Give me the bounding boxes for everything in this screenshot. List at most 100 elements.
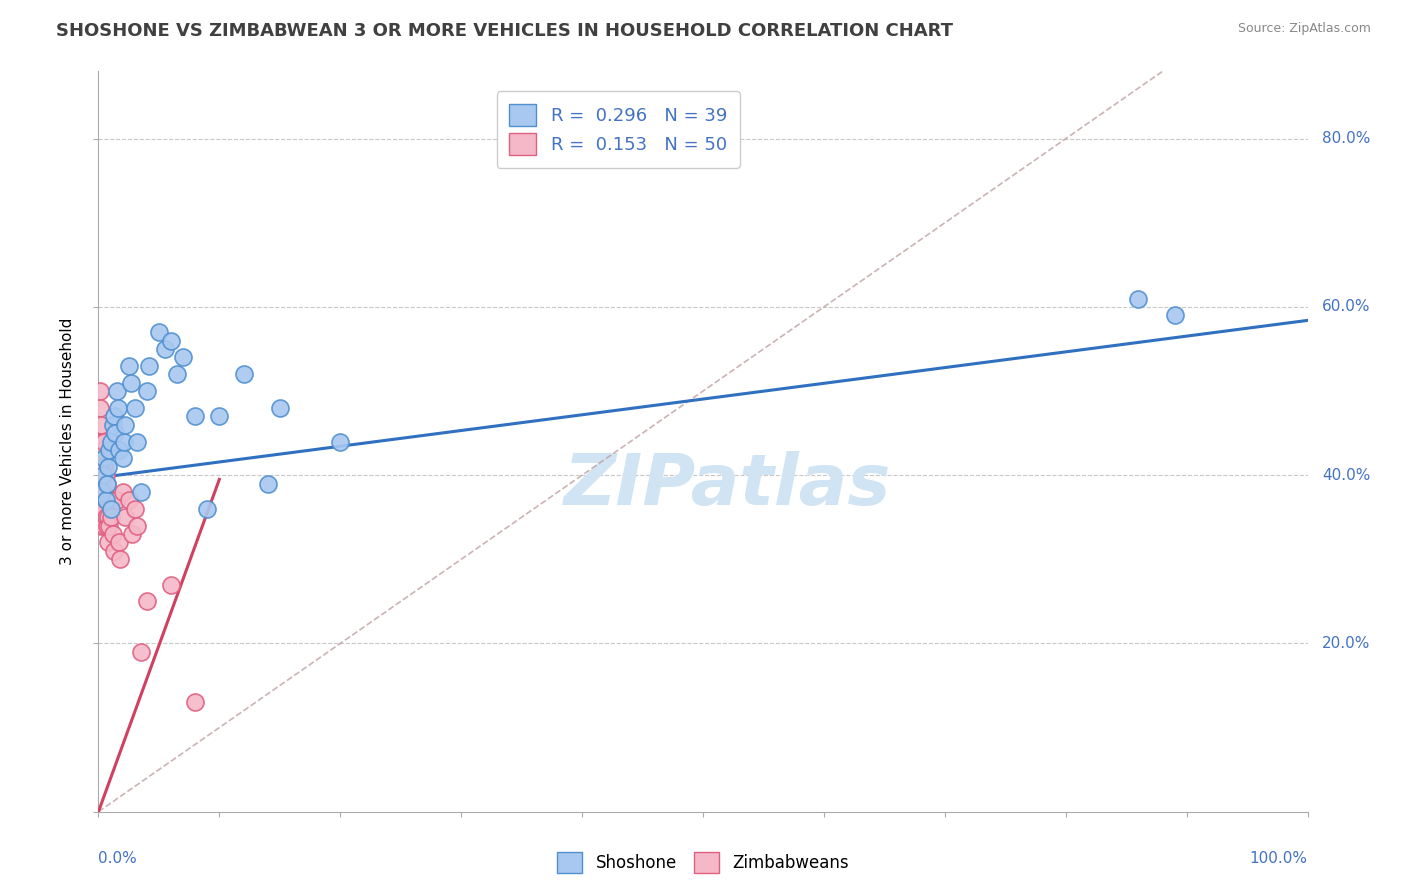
Point bbox=[94, 510, 117, 524]
Point bbox=[94, 468, 117, 483]
Point bbox=[104, 426, 127, 441]
Point bbox=[100, 493, 122, 508]
Point bbox=[96, 476, 118, 491]
Point bbox=[90, 417, 112, 432]
Point bbox=[129, 485, 152, 500]
Point bbox=[94, 493, 117, 508]
Point bbox=[91, 468, 114, 483]
Text: 80.0%: 80.0% bbox=[1322, 131, 1371, 146]
Text: 100.0%: 100.0% bbox=[1250, 851, 1308, 865]
Point bbox=[91, 459, 114, 474]
Point bbox=[93, 434, 115, 449]
Point bbox=[129, 645, 152, 659]
Point bbox=[90, 501, 112, 516]
Legend: Shoshone, Zimbabweans: Shoshone, Zimbabweans bbox=[551, 846, 855, 880]
Point bbox=[100, 434, 122, 449]
Text: 60.0%: 60.0% bbox=[1322, 300, 1371, 314]
Point bbox=[91, 442, 114, 457]
Point bbox=[232, 368, 254, 382]
Point bbox=[108, 552, 131, 566]
Point bbox=[111, 451, 134, 466]
Point bbox=[127, 518, 149, 533]
Point bbox=[166, 368, 188, 382]
Point bbox=[91, 493, 114, 508]
Point bbox=[118, 493, 141, 508]
Point bbox=[91, 485, 114, 500]
Point bbox=[114, 417, 136, 432]
Point bbox=[124, 401, 146, 415]
Point bbox=[93, 518, 115, 533]
Point bbox=[184, 409, 207, 424]
Point bbox=[93, 451, 115, 466]
Point bbox=[90, 518, 112, 533]
Point bbox=[93, 501, 115, 516]
Point bbox=[153, 342, 176, 356]
Point bbox=[208, 409, 231, 424]
Point bbox=[98, 518, 121, 533]
Y-axis label: 3 or more Vehicles in Household: 3 or more Vehicles in Household bbox=[60, 318, 75, 566]
Point bbox=[94, 493, 117, 508]
Point bbox=[91, 501, 114, 516]
Text: ZIPatlas: ZIPatlas bbox=[564, 451, 891, 520]
Point bbox=[90, 451, 112, 466]
Point bbox=[93, 459, 115, 474]
Point bbox=[97, 535, 120, 549]
Point bbox=[93, 485, 115, 500]
Point bbox=[96, 518, 118, 533]
Point bbox=[97, 493, 120, 508]
Point bbox=[101, 527, 124, 541]
Point bbox=[91, 476, 114, 491]
Point bbox=[100, 510, 122, 524]
Point bbox=[103, 544, 125, 558]
Point bbox=[89, 434, 111, 449]
Point bbox=[118, 359, 141, 373]
Legend: R =  0.296   N = 39, R =  0.153   N = 50: R = 0.296 N = 39, R = 0.153 N = 50 bbox=[496, 92, 740, 168]
Text: 40.0%: 40.0% bbox=[1322, 467, 1371, 483]
Point bbox=[91, 434, 114, 449]
Point bbox=[108, 535, 131, 549]
Point bbox=[121, 527, 143, 541]
Point bbox=[1128, 292, 1150, 306]
Point bbox=[98, 442, 121, 457]
Point bbox=[135, 384, 157, 398]
Point bbox=[89, 468, 111, 483]
Point bbox=[269, 401, 291, 415]
Point bbox=[107, 401, 129, 415]
Point bbox=[89, 401, 111, 415]
Point bbox=[90, 485, 112, 500]
Point bbox=[1163, 309, 1185, 323]
Point bbox=[91, 468, 114, 483]
Point bbox=[172, 351, 194, 365]
Point bbox=[120, 376, 142, 390]
Point bbox=[112, 434, 135, 449]
Point bbox=[91, 451, 114, 466]
Point bbox=[256, 476, 278, 491]
Point bbox=[114, 510, 136, 524]
Point bbox=[97, 459, 120, 474]
Point bbox=[160, 334, 183, 348]
Text: SHOSHONE VS ZIMBABWEAN 3 OR MORE VEHICLES IN HOUSEHOLD CORRELATION CHART: SHOSHONE VS ZIMBABWEAN 3 OR MORE VEHICLE… bbox=[56, 22, 953, 40]
Point bbox=[329, 434, 352, 449]
Point bbox=[148, 325, 170, 339]
Point bbox=[184, 695, 207, 709]
Point bbox=[105, 493, 128, 508]
Point bbox=[100, 501, 122, 516]
Point bbox=[96, 493, 118, 508]
Point bbox=[111, 485, 134, 500]
Point bbox=[91, 485, 114, 500]
Text: 20.0%: 20.0% bbox=[1322, 636, 1371, 651]
Point bbox=[103, 409, 125, 424]
Point bbox=[96, 476, 118, 491]
Point bbox=[89, 384, 111, 398]
Point bbox=[195, 501, 218, 516]
Point bbox=[124, 501, 146, 516]
Point bbox=[160, 577, 183, 591]
Text: 0.0%: 0.0% bbox=[98, 851, 138, 865]
Point bbox=[135, 594, 157, 608]
Point bbox=[108, 442, 131, 457]
Point bbox=[101, 417, 124, 432]
Text: Source: ZipAtlas.com: Source: ZipAtlas.com bbox=[1237, 22, 1371, 36]
Point bbox=[127, 434, 149, 449]
Point bbox=[97, 510, 120, 524]
Point bbox=[138, 359, 160, 373]
